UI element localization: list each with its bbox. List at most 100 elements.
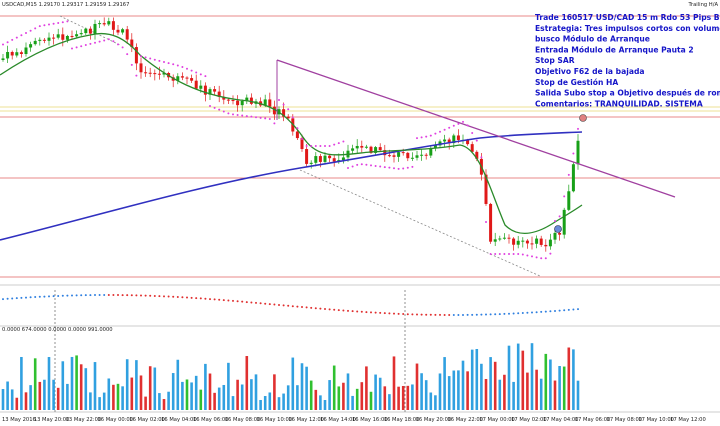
oscillator-dot xyxy=(15,297,18,300)
volume-bar xyxy=(176,359,180,410)
sar-dot xyxy=(471,132,474,134)
oscillator-dot xyxy=(236,300,239,303)
oscillator-dot xyxy=(508,312,510,315)
sar-dot xyxy=(278,99,280,101)
oscillator-dot xyxy=(130,294,133,297)
sar-dot xyxy=(494,253,497,255)
sar-dot xyxy=(305,145,308,147)
candle-body xyxy=(194,80,198,89)
candle-body xyxy=(502,237,506,239)
sar-dot xyxy=(374,164,377,167)
volume-bar xyxy=(351,395,354,410)
volume-bar xyxy=(314,389,318,410)
oscillator-dot xyxy=(351,310,354,313)
oscillator-dot xyxy=(517,312,520,315)
oscillator-dot xyxy=(268,303,271,306)
sar-dot xyxy=(144,56,147,59)
candle-body xyxy=(383,150,387,156)
oscillator-dot xyxy=(475,313,478,316)
oscillator-dot xyxy=(558,309,561,312)
oscillator-dot xyxy=(296,305,299,308)
sar-dot xyxy=(121,46,124,49)
oscillator-dot xyxy=(314,307,317,310)
sar-dot xyxy=(245,115,248,118)
volume-bars xyxy=(1,343,580,410)
sar-dot xyxy=(34,27,37,30)
candle-body xyxy=(70,35,74,37)
oscillator-dot xyxy=(140,294,142,297)
candle-body xyxy=(466,139,470,145)
volume-bar xyxy=(181,381,184,410)
oscillator-dot xyxy=(406,313,409,316)
annotation-line: Entrada Módulo de Arranque Pauta 2 xyxy=(535,45,694,54)
candle-body xyxy=(433,145,437,149)
candle-body xyxy=(489,203,493,242)
moving-average-fast xyxy=(0,32,583,234)
candle-body xyxy=(217,91,221,97)
sar-dot xyxy=(84,44,87,47)
volume-bar xyxy=(6,381,9,410)
candle-body xyxy=(530,243,534,245)
candle-body xyxy=(29,44,33,48)
candle-body xyxy=(162,73,166,75)
sar-dot xyxy=(526,254,529,257)
candle-body xyxy=(424,154,428,156)
oscillator-dot xyxy=(448,313,451,316)
sar-dot xyxy=(425,135,428,138)
sar-dot xyxy=(75,46,78,49)
volume-bar xyxy=(10,389,14,410)
oscillator-dot xyxy=(278,303,280,306)
oscillator-dot xyxy=(34,296,37,299)
sar-dot xyxy=(287,108,290,111)
candle-body xyxy=(351,148,355,151)
sar-dot xyxy=(218,108,221,111)
oscillator-dot xyxy=(66,294,69,297)
oscillator-dot xyxy=(282,304,285,307)
annotation-line: Estrategia: Tres impulsos cortos con vol… xyxy=(535,24,720,33)
sar-dot xyxy=(544,257,547,260)
oscillator-dot xyxy=(11,297,14,300)
x-tick-label: 16 May 06:00 xyxy=(193,417,229,423)
volume-bar xyxy=(139,375,143,410)
sar-dot xyxy=(333,143,336,146)
candle-body xyxy=(130,39,134,48)
volume-bar xyxy=(401,385,405,410)
volume-bar xyxy=(112,384,115,410)
oscillator-dot xyxy=(204,297,207,300)
sar-dot xyxy=(416,137,418,140)
sar-dot xyxy=(2,43,4,46)
oscillator-dot xyxy=(489,313,492,316)
oscillator-dot xyxy=(222,299,225,302)
sar-dot xyxy=(535,256,538,259)
volume-bar xyxy=(415,363,419,410)
volume-bar xyxy=(93,362,97,410)
candle-body xyxy=(52,37,56,39)
x-tick-label: 17 May 06:00 xyxy=(575,417,611,423)
x-tick-label: 16 May 22:00 xyxy=(447,417,483,423)
oscillator-dot xyxy=(103,294,106,297)
candle-body xyxy=(341,157,345,161)
sar-dot xyxy=(489,253,492,255)
sar-dot xyxy=(6,41,9,44)
sar-dot xyxy=(98,40,101,43)
oscillator-dot xyxy=(71,294,73,297)
volume-bar xyxy=(47,357,51,410)
x-tick-label: 16 May 08:00 xyxy=(225,417,261,423)
oscillator-dot xyxy=(195,297,198,300)
volume-bar xyxy=(277,397,281,410)
sar-dot xyxy=(181,65,184,68)
oscillator-dot xyxy=(250,301,253,304)
candle-body xyxy=(484,174,488,204)
sar-dot xyxy=(397,167,400,170)
volume-bar xyxy=(337,386,341,410)
candle-body xyxy=(213,89,217,92)
oscillator-dot xyxy=(521,312,524,315)
candle-body xyxy=(153,73,157,75)
x-tick-label: 17 May 12:00 xyxy=(670,417,706,423)
volume-bar xyxy=(84,368,88,410)
oscillator-dot xyxy=(107,294,110,297)
oscillator-dot xyxy=(135,294,138,297)
sar-dot xyxy=(572,152,575,155)
